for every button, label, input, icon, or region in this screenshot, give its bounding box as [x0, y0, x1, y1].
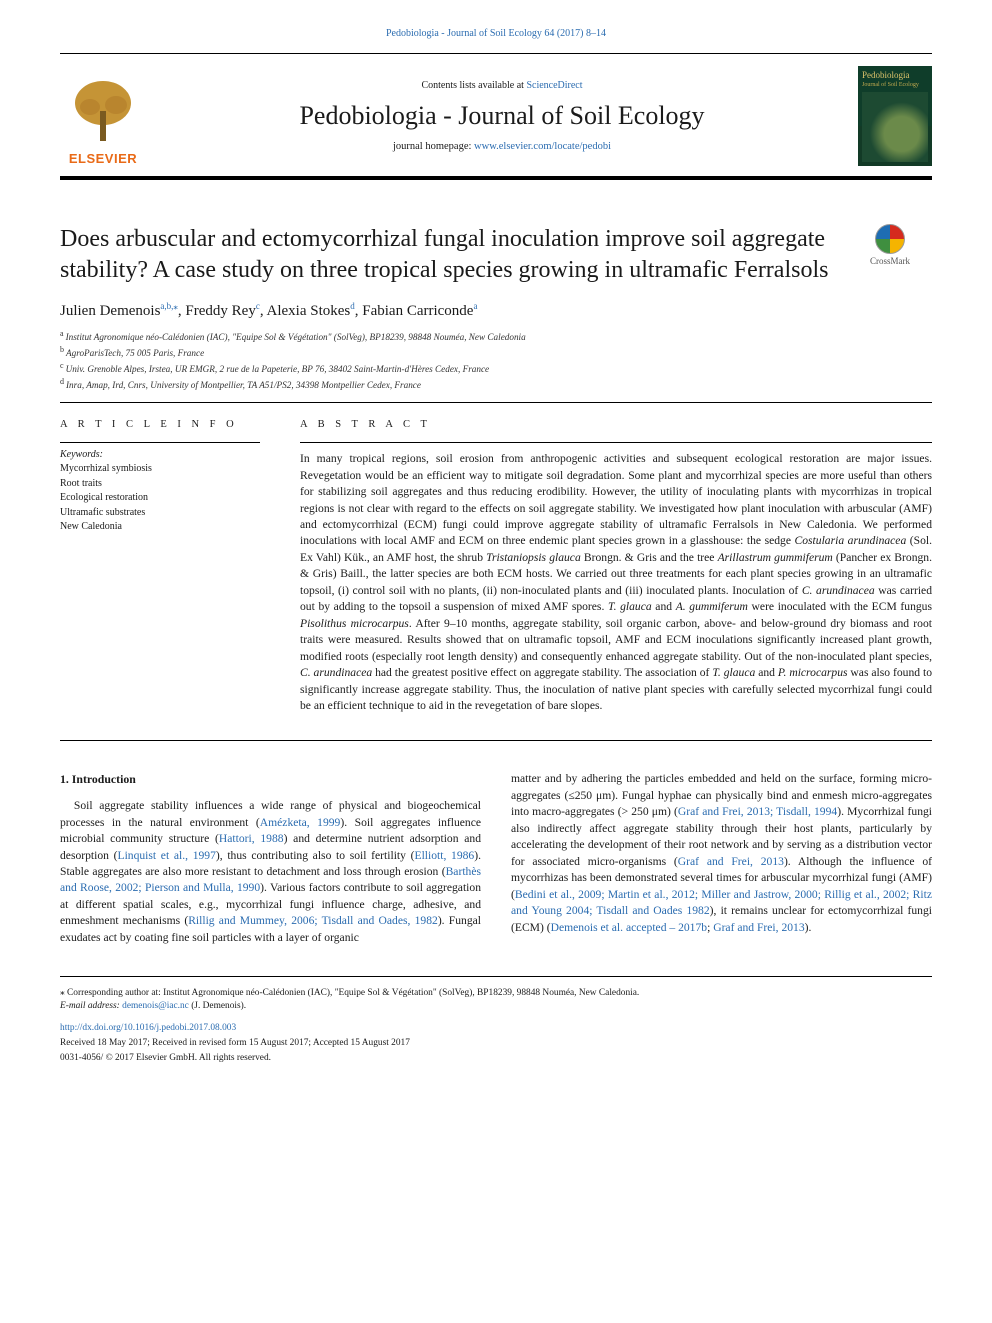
affiliations: aInstitut Agronomique néo-Calédonien (IA…	[60, 328, 932, 392]
journal-cover-thumbnail: Pedobiologia Journal of Soil Ecology	[858, 66, 932, 166]
crossmark-label: CrossMark	[870, 256, 910, 266]
sciencedirect-link[interactable]: ScienceDirect	[526, 80, 582, 91]
affiliation-line: aInstitut Agronomique néo-Calédonien (IA…	[60, 328, 932, 344]
email-suffix: (J. Demenois).	[189, 1001, 246, 1011]
keyword-item: Mycorrhizal symbiosis	[60, 462, 260, 477]
keywords-label: Keywords:	[60, 449, 260, 460]
cover-image	[862, 92, 928, 162]
email-label: E-mail address:	[60, 1001, 122, 1011]
title-block: Does arbuscular and ectomycorrhizal fung…	[60, 224, 932, 285]
cover-title: Pedobiologia	[862, 70, 928, 80]
keyword-item: Ecological restoration	[60, 491, 260, 506]
journal-homepage-line: journal homepage: www.elsevier.com/locat…	[160, 141, 844, 152]
info-rule	[60, 442, 260, 443]
masthead: ELSEVIER Contents lists available at Sci…	[60, 53, 932, 180]
article-title: Does arbuscular and ectomycorrhizal fung…	[60, 224, 830, 285]
keyword-item: New Caledonia	[60, 520, 260, 535]
crossmark-icon	[875, 224, 905, 254]
footnotes: ⁎ Corresponding author at: Institut Agro…	[60, 976, 932, 1065]
intro-paragraph-1: Soil aggregate stability influences a wi…	[60, 798, 481, 946]
elsevier-wordmark: ELSEVIER	[69, 151, 137, 166]
affiliation-line: bAgroParisTech, 75 005 Paris, France	[60, 344, 932, 360]
article-info-heading: A R T I C L E I N F O	[60, 419, 260, 430]
elsevier-logo: ELSEVIER	[60, 66, 146, 166]
authors-line: Julien Demenoisa,b,⁎, Freddy Reyc, Alexi…	[60, 301, 932, 320]
doi-link[interactable]: http://dx.doi.org/10.1016/j.pedobi.2017.…	[60, 1022, 932, 1035]
homepage-prefix: journal homepage:	[393, 141, 474, 152]
journal-name: Pedobiologia - Journal of Soil Ecology	[160, 101, 844, 131]
masthead-center: Contents lists available at ScienceDirec…	[160, 80, 844, 152]
abstract-heading: A B S T R A C T	[300, 419, 932, 430]
corresponding-author-note: ⁎ Corresponding author at: Institut Agro…	[60, 987, 932, 1000]
crossmark-widget[interactable]: CrossMark	[848, 224, 932, 285]
email-line: E-mail address: demenois@iac.nc (J. Deme…	[60, 1000, 932, 1013]
article-info-column: A R T I C L E I N F O Keywords: Mycorrhi…	[60, 419, 260, 714]
keyword-item: Ultramafic substrates	[60, 506, 260, 521]
affiliation-line: cUniv. Grenoble Alpes, Irstea, UR EMGR, …	[60, 360, 932, 376]
keyword-item: Root traits	[60, 477, 260, 492]
contents-prefix: Contents lists available at	[421, 80, 526, 91]
contents-lists-line: Contents lists available at ScienceDirec…	[160, 80, 844, 91]
cover-subtitle: Journal of Soil Ecology	[862, 82, 928, 88]
running-header: Pedobiologia - Journal of Soil Ecology 6…	[60, 28, 932, 39]
abstract-text: In many tropical regions, soil erosion f…	[300, 451, 932, 714]
copyright-line: 0031-4056/ © 2017 Elsevier GmbH. All rig…	[60, 1052, 932, 1065]
keywords-list: Mycorrhizal symbiosisRoot traitsEcologic…	[60, 462, 260, 535]
elsevier-tree-icon	[60, 77, 146, 149]
intro-paragraph-2: matter and by adhering the particles emb…	[511, 771, 932, 936]
info-abstract-row: A R T I C L E I N F O Keywords: Mycorrhi…	[60, 402, 932, 714]
body-two-column: 1. Introduction Soil aggregate stability…	[60, 740, 932, 946]
introduction-heading: 1. Introduction	[60, 771, 481, 788]
journal-homepage-link[interactable]: www.elsevier.com/locate/pedobi	[474, 141, 611, 152]
abstract-rule	[300, 442, 932, 443]
article-history: Received 18 May 2017; Received in revise…	[60, 1037, 932, 1050]
abstract-column: A B S T R A C T In many tropical regions…	[300, 419, 932, 714]
affiliation-line: dInra, Amap, Ird, Cnrs, University of Mo…	[60, 376, 932, 392]
corresponding-email-link[interactable]: demenois@iac.nc	[122, 1001, 189, 1011]
